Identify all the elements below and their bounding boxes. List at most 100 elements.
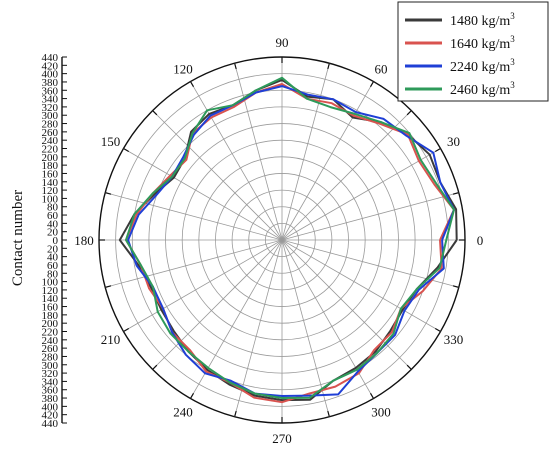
radial-tick-label: 440 [42,52,59,64]
angle-tick [105,285,112,288]
radial-tick-label: 80 [47,202,59,214]
angle-label: 90 [276,35,289,50]
radial-tick-label: 100 [42,193,59,205]
series-line-3 [127,85,455,397]
grid-spoke [190,239,283,399]
legend-label-sup: 3 [510,11,515,21]
angle-tick [105,192,112,195]
radial-tick-label: 140 [42,293,59,305]
angle-label: 180 [74,233,94,248]
angle-tick [406,110,412,116]
radial-tick-label: 0 [53,235,59,247]
angle-label: 270 [272,431,292,446]
y-axis-label: Contact number [10,190,26,286]
radial-tick-label: 120 [42,185,59,197]
legend-label: 1640 kg/m3 [450,34,515,52]
series-line-1 [118,78,458,402]
radial-tick-label: 80 [47,268,59,280]
radial-tick-label: 200 [42,152,59,164]
legend-label-sup: 3 [510,57,515,67]
angle-tick [452,285,459,288]
radial-tick-label: 20 [47,227,59,239]
series-line-4 [125,76,455,399]
radial-tick-label: 320 [42,368,59,380]
grid-spoke [123,239,283,332]
radial-tick-label: 60 [47,210,59,222]
angle-tick [369,392,375,399]
radial-tick-label: 340 [42,376,59,388]
radial-tick-label: 420 [42,410,59,422]
radial-tick-label: 260 [42,343,59,355]
grid-spoke [281,192,459,241]
angle-tick [406,364,412,370]
radial-tick-label: 160 [42,302,59,314]
grid-spoke [234,63,283,241]
radial-tick-label: 260 [42,127,59,139]
radial-tick-label: 280 [42,351,59,363]
radial-tick-label: 300 [42,360,59,372]
angle-label: 0 [477,233,484,248]
radial-axis: 4404204003803603403203002802602402202001… [42,52,67,430]
angle-tick [123,327,130,333]
radial-tick-label: 320 [42,102,59,114]
angle-tick [452,192,459,195]
grid-spoke [281,63,330,241]
grid-spoke [281,239,459,288]
grid-spoke [281,148,441,241]
angle-tick [434,327,441,333]
radial-tick-label: 220 [42,144,59,156]
radial-tick-label: 200 [42,318,59,330]
radial-tick-label: 440 [42,418,59,430]
radial-tick-label: 400 [42,69,59,81]
angle-tick [369,81,375,88]
polar-grid [98,56,466,424]
angle-label: 150 [101,134,121,149]
legend-label-sup: 3 [510,34,515,44]
radial-tick-label: 60 [47,260,59,272]
angle-tick [327,63,330,70]
radial-tick-label: 180 [42,310,59,322]
angle-label: 120 [173,62,193,77]
legend-label: 2460 kg/m3 [450,80,515,98]
grid-spoke [281,81,374,241]
angle-label: 210 [101,332,121,347]
radial-tick-label: 40 [47,218,59,230]
grid-spoke [123,148,283,241]
grid-spoke [152,239,283,370]
grid-spoke [281,239,412,370]
grid-spoke [190,81,283,241]
grid-spoke [105,192,283,241]
grid-spoke [152,110,283,241]
angle-tick [327,410,330,417]
radial-tick-label: 280 [42,119,59,131]
legend-label: 2240 kg/m3 [450,57,515,75]
angle-tick [123,147,130,153]
grid-spoke [105,239,283,288]
radial-tick-label: 380 [42,77,59,89]
grid-spoke [281,239,330,417]
radial-tick-label: 20 [47,243,59,255]
radial-tick-label: 400 [42,401,59,413]
radial-tick-label: 380 [42,393,59,405]
radial-tick-label: 140 [42,177,59,189]
radial-tick-label: 40 [47,252,59,264]
data-series [118,76,458,404]
radial-tick-label: 240 [42,135,59,147]
radial-tick-label: 220 [42,327,59,339]
radial-tick-label: 340 [42,94,59,106]
grid-spoke [281,239,374,399]
angle-tick [234,63,237,70]
radial-tick-label: 180 [42,160,59,172]
grid-spoke [281,239,441,332]
radial-tick-label: 420 [42,60,59,72]
legend-label-sup: 3 [510,80,515,90]
angle-tick [189,392,195,399]
angle-label: 60 [375,62,388,77]
radial-tick-label: 360 [42,385,59,397]
angle-tick [234,410,237,417]
angle-tick [434,147,441,153]
angle-tick [152,110,158,116]
angle-label: 30 [447,134,460,149]
angle-tick [152,364,158,370]
radial-tick-label: 300 [42,110,59,122]
